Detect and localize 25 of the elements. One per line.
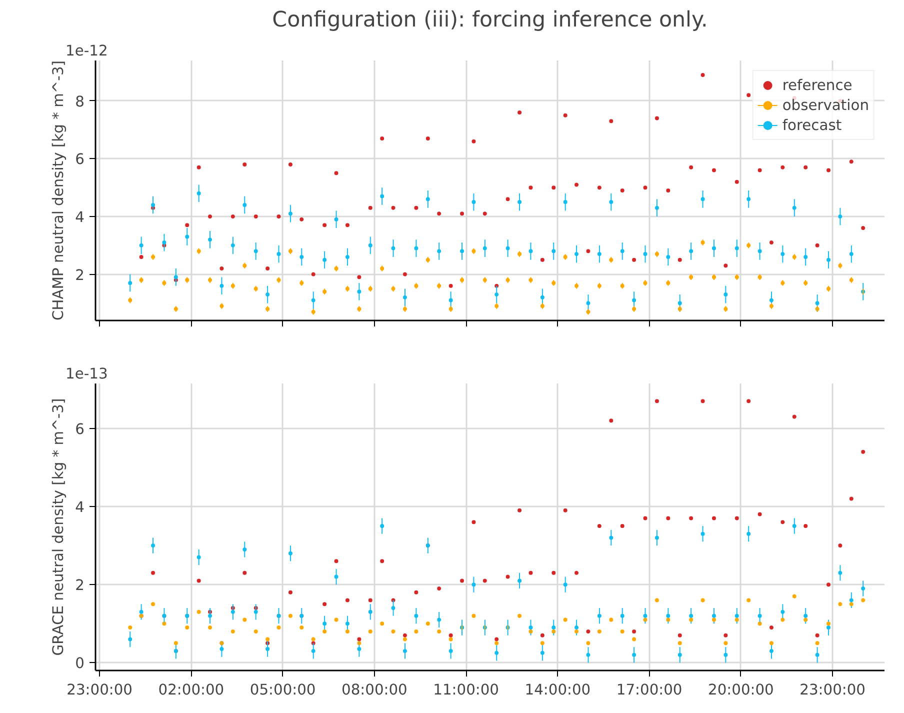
legend-label: forecast bbox=[782, 116, 842, 134]
x-tick-label: 17:00:00 bbox=[616, 682, 682, 698]
y-tick-label: 6 bbox=[75, 420, 85, 438]
y-tick-label: 4 bbox=[75, 499, 85, 516]
legend-label: reference bbox=[782, 76, 852, 94]
x-tick-label: 23:00:00 bbox=[800, 682, 866, 698]
x-tick-label: 05:00:00 bbox=[250, 682, 316, 698]
y-tick-label: 4 bbox=[75, 209, 85, 226]
x-tick-label: 02:00:00 bbox=[158, 682, 224, 698]
x-tick-label: 23:00:00 bbox=[66, 682, 132, 698]
y-axis-title: GRACE neutral density [kg * m^-3] bbox=[50, 398, 68, 656]
chart-title: Configuration (iii): forcing inference only. bbox=[272, 8, 708, 32]
x-tick-label: 11:00:00 bbox=[433, 682, 499, 698]
y-tick-label: 2 bbox=[75, 577, 85, 594]
y-tick-label: 0 bbox=[75, 655, 85, 672]
x-tick-label: 20:00:00 bbox=[708, 682, 774, 698]
y-axis-title: CHAMP neutral density [kg * m^-3] bbox=[50, 60, 68, 320]
y-tick-label: 8 bbox=[75, 93, 85, 110]
x-tick-label: 08:00:00 bbox=[342, 682, 408, 698]
y-tick-label: 2 bbox=[75, 266, 85, 284]
y-tick-label: 6 bbox=[75, 151, 85, 168]
text: 1e-12 bbox=[66, 42, 108, 60]
x-tick-label: 14:00:00 bbox=[524, 682, 591, 698]
legend-label: observation bbox=[782, 96, 869, 114]
text: 1e-13 bbox=[66, 366, 108, 382]
